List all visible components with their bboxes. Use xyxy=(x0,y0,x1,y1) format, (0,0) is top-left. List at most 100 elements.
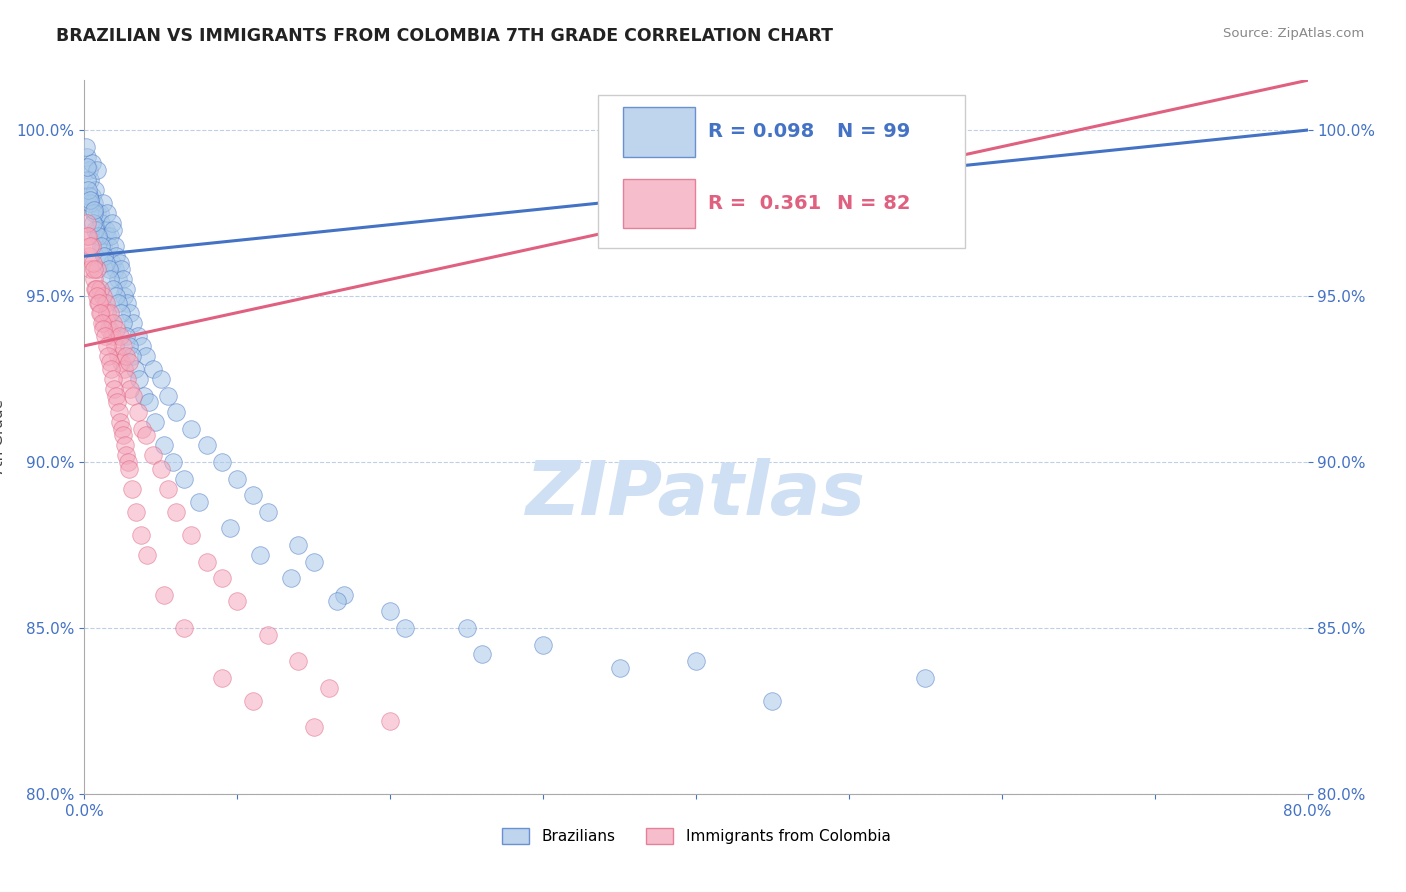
Point xyxy=(91,239,114,253)
Point xyxy=(82,216,104,230)
Point xyxy=(101,329,124,343)
Text: R = 0.098: R = 0.098 xyxy=(709,122,814,141)
Point xyxy=(77,229,100,244)
Point xyxy=(211,671,233,685)
Point xyxy=(114,349,136,363)
Point xyxy=(132,388,155,402)
Point xyxy=(211,571,233,585)
Point xyxy=(138,395,160,409)
Point xyxy=(280,571,302,585)
Point xyxy=(173,472,195,486)
Point xyxy=(226,594,249,608)
Point xyxy=(105,322,128,336)
Point xyxy=(94,256,117,270)
Point xyxy=(86,262,108,277)
Point xyxy=(80,189,103,203)
Point xyxy=(142,448,165,462)
Point xyxy=(287,654,309,668)
Point xyxy=(77,183,100,197)
Point xyxy=(87,222,110,236)
Point xyxy=(157,388,180,402)
Point xyxy=(93,316,115,330)
Point xyxy=(83,262,105,277)
Point xyxy=(105,289,128,303)
Point xyxy=(143,415,166,429)
Point xyxy=(118,355,141,369)
Point xyxy=(110,305,132,319)
Point xyxy=(114,282,136,296)
Point xyxy=(93,249,115,263)
Point xyxy=(97,262,120,277)
Point xyxy=(120,305,142,319)
Point xyxy=(531,638,554,652)
Point xyxy=(105,249,128,263)
Point xyxy=(609,661,631,675)
Point xyxy=(122,316,145,330)
Point xyxy=(76,150,98,164)
Point xyxy=(79,196,101,211)
Point xyxy=(77,189,100,203)
Point xyxy=(218,521,240,535)
Point xyxy=(80,156,103,170)
Point xyxy=(107,405,129,419)
Point xyxy=(97,322,120,336)
Point xyxy=(173,621,195,635)
Point xyxy=(89,206,111,220)
Point xyxy=(103,282,125,296)
Point xyxy=(115,448,138,462)
Point xyxy=(108,329,131,343)
Point xyxy=(380,714,402,728)
Point xyxy=(110,415,132,429)
Point xyxy=(127,329,149,343)
Point xyxy=(97,349,120,363)
Point xyxy=(111,316,134,330)
Point xyxy=(98,305,121,319)
Legend: Brazilians, Immigrants from Colombia: Brazilians, Immigrants from Colombia xyxy=(495,822,897,850)
Point xyxy=(97,239,120,253)
Point xyxy=(121,482,143,496)
Point xyxy=(112,362,135,376)
Point xyxy=(94,329,117,343)
Point xyxy=(101,372,124,386)
Point xyxy=(118,339,141,353)
Point xyxy=(142,362,165,376)
Point xyxy=(89,305,111,319)
Point xyxy=(75,139,97,153)
Point xyxy=(103,316,125,330)
Point xyxy=(84,282,107,296)
Point xyxy=(90,239,112,253)
Point xyxy=(120,382,142,396)
Point xyxy=(131,339,153,353)
Point xyxy=(96,229,118,244)
Point xyxy=(90,305,112,319)
Point xyxy=(89,229,111,244)
Point xyxy=(96,305,118,319)
Point xyxy=(98,272,121,286)
Text: Source: ZipAtlas.com: Source: ZipAtlas.com xyxy=(1223,27,1364,40)
Point xyxy=(84,282,107,296)
Point xyxy=(110,262,132,277)
Point xyxy=(104,239,127,253)
Point xyxy=(98,355,121,369)
Point xyxy=(93,322,115,336)
Point xyxy=(83,272,105,286)
Point xyxy=(325,594,347,608)
Point xyxy=(86,206,108,220)
Point xyxy=(76,173,98,187)
Point xyxy=(79,173,101,187)
Point xyxy=(86,289,108,303)
Text: R =  0.361: R = 0.361 xyxy=(709,194,821,212)
Point xyxy=(107,295,129,310)
Point xyxy=(135,349,157,363)
Point xyxy=(128,372,150,386)
Y-axis label: 7th Grade: 7th Grade xyxy=(0,399,6,475)
Point xyxy=(104,388,127,402)
Point xyxy=(108,256,131,270)
Point xyxy=(122,388,145,402)
Point xyxy=(180,422,202,436)
Point xyxy=(149,372,172,386)
Text: ZIPatlas: ZIPatlas xyxy=(526,458,866,531)
Point xyxy=(195,555,218,569)
Point xyxy=(112,428,135,442)
Point xyxy=(124,362,146,376)
